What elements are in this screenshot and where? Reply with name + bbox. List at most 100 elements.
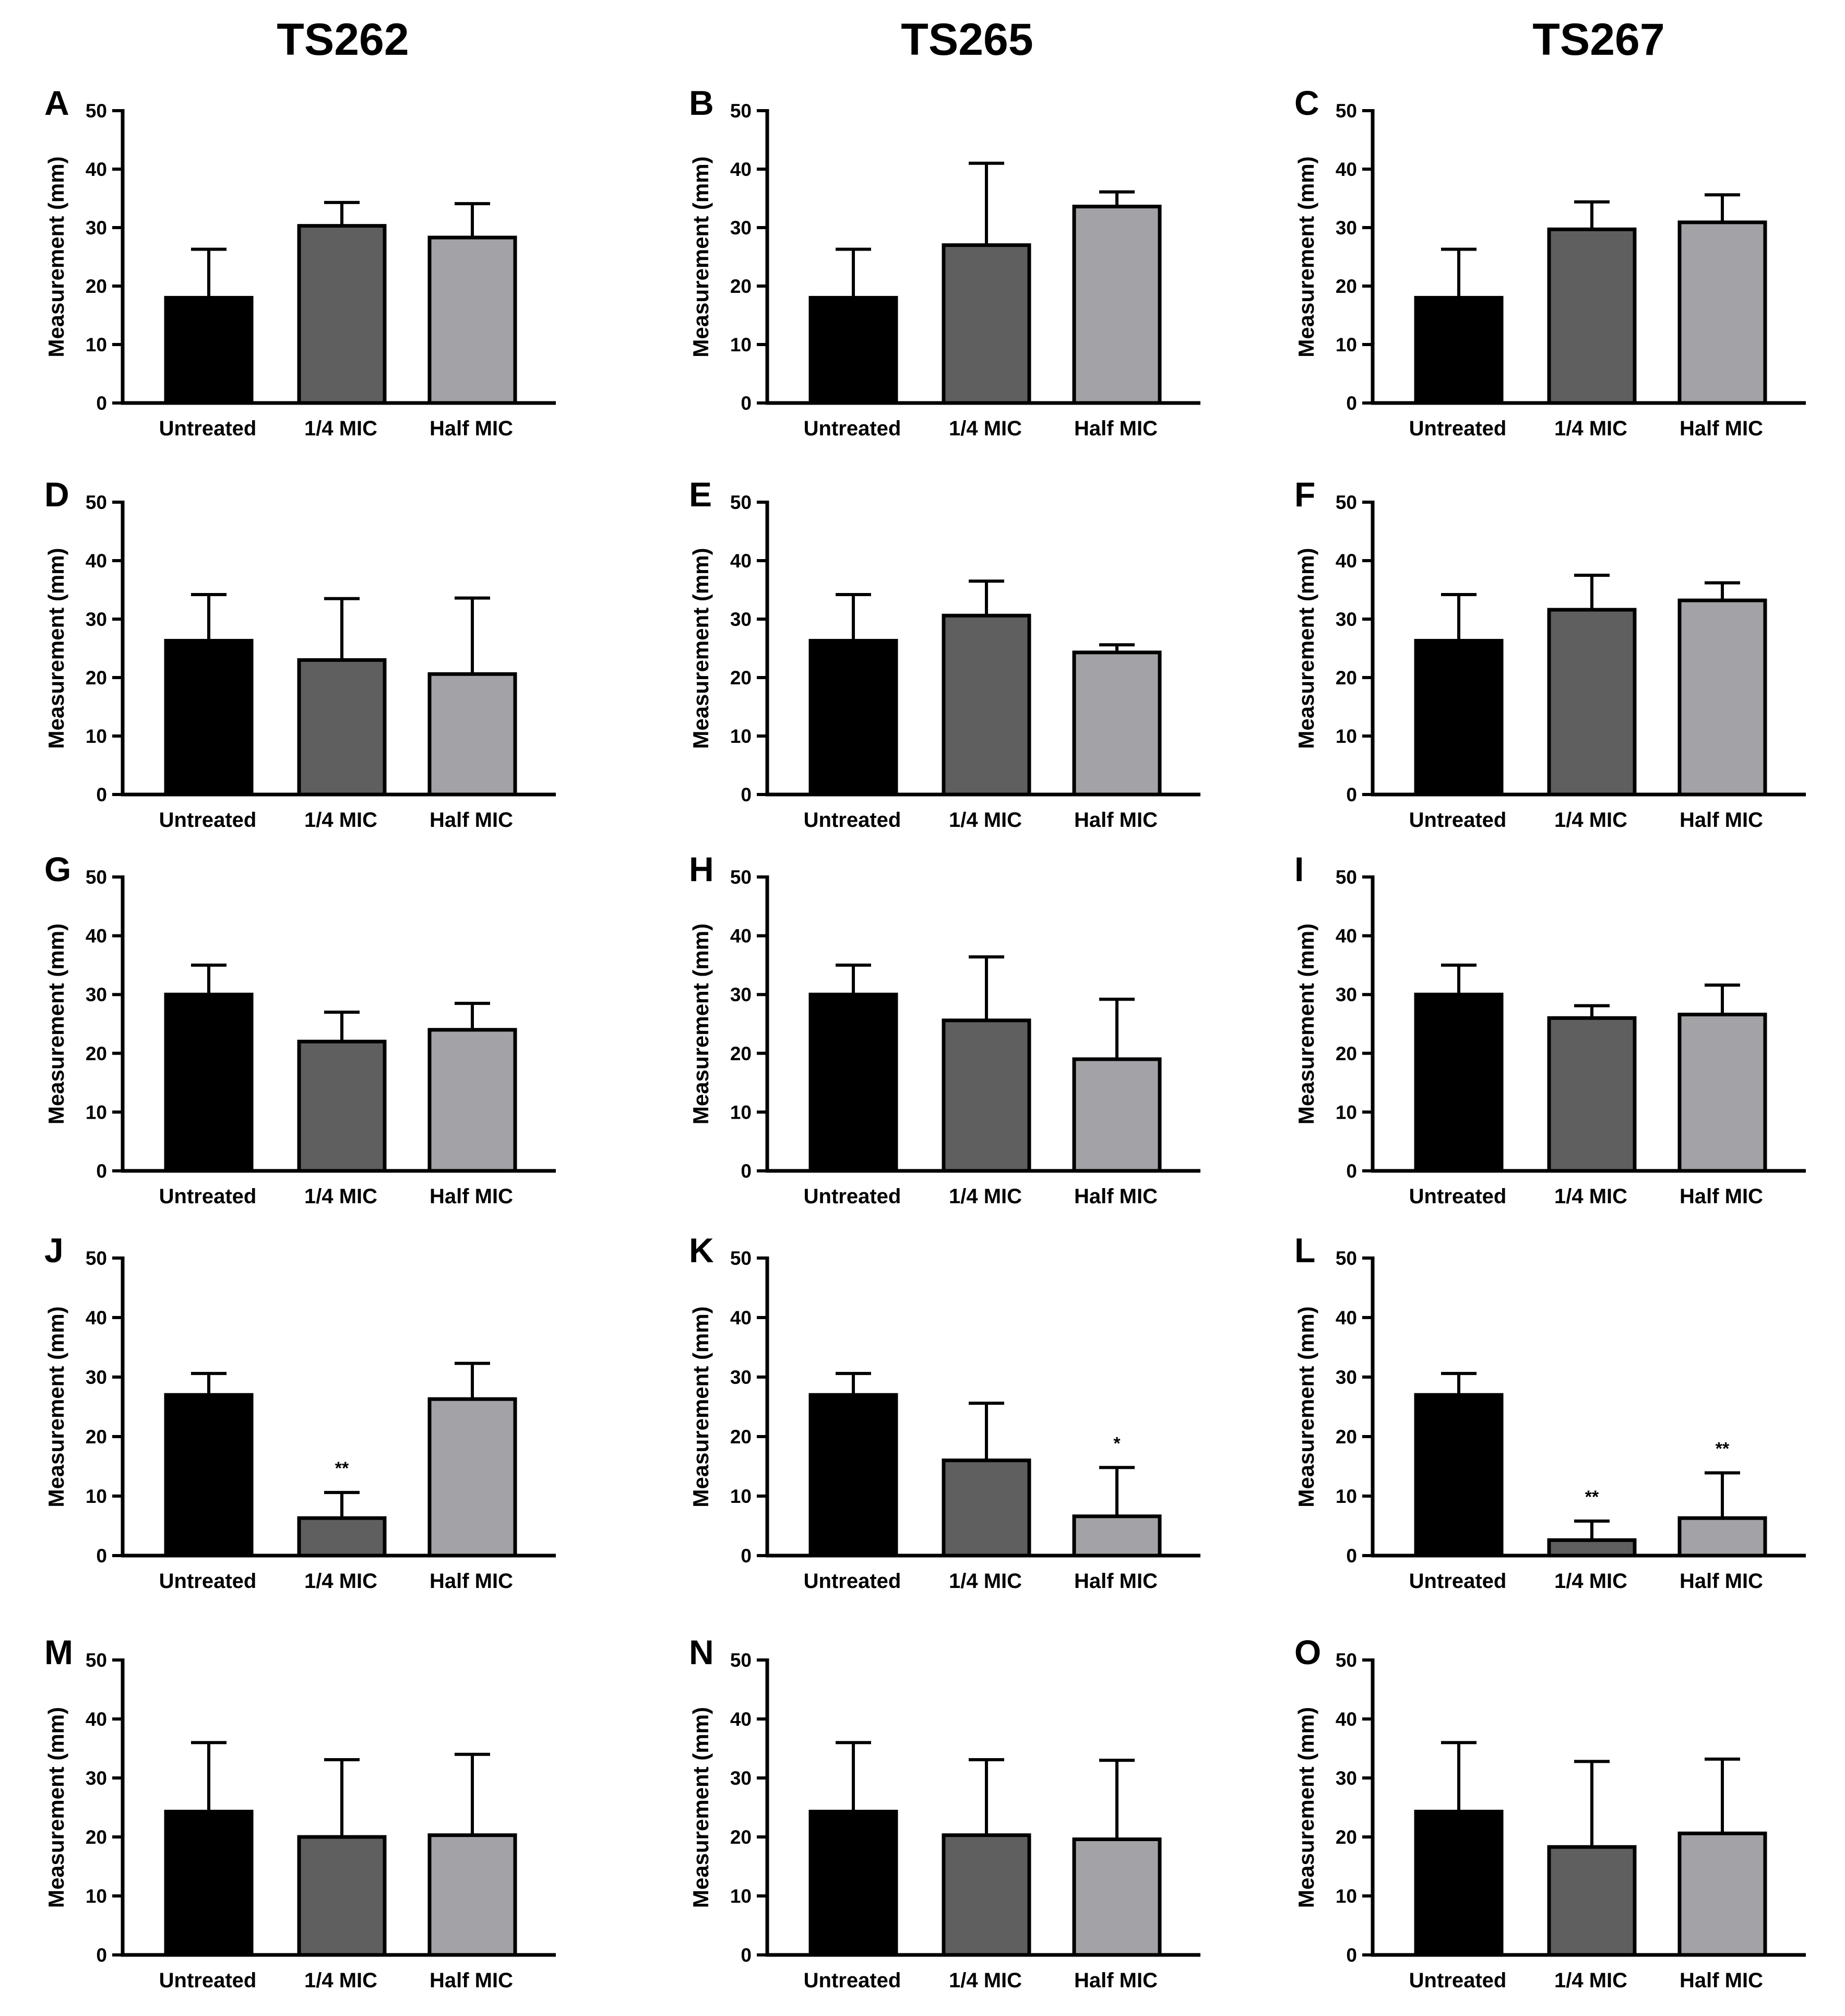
x-tick-label-o-half-mic: Half MIC: [1680, 1969, 1763, 1992]
y-tick-label-h-40: 40: [730, 926, 752, 947]
x-tick-label-i-1-4-mic: 1/4 MIC: [1554, 1185, 1627, 1208]
bar-j-untreated: [164, 1393, 254, 1558]
y-tick-label-g-10: 10: [86, 1101, 107, 1123]
x-tick-label-g-untreated: Untreated: [159, 1185, 257, 1208]
x-tick-label-c-half-mic: Half MIC: [1680, 417, 1763, 440]
y-tick-label-e-0: 0: [741, 784, 752, 805]
x-tick-label-n-1-4-mic: 1/4 MIC: [949, 1969, 1022, 1992]
y-tick-label-g-50: 50: [86, 867, 107, 888]
y-axis-title-b: Measurement (mm): [688, 156, 713, 357]
bar-o-1-4-mic: [1547, 1845, 1637, 1957]
y-tick-label-n-10: 10: [730, 1885, 752, 1907]
bar-e-1-4-mic: [942, 613, 1031, 797]
y-tick-label-j-50: 50: [86, 1248, 107, 1269]
y-tick-label-o-10: 10: [1336, 1885, 1357, 1907]
bar-d-half-mic: [427, 672, 517, 797]
bar-c-untreated: [1414, 295, 1504, 405]
bar-j-half-mic: [427, 1397, 517, 1558]
x-tick-label-k-1-4-mic: 1/4 MIC: [949, 1570, 1022, 1593]
y-tick-label-j-40: 40: [86, 1307, 107, 1329]
panel-letter-o: O: [1294, 1633, 1321, 1671]
bar-k-1-4-mic: [942, 1458, 1031, 1558]
y-tick-label-i-50: 50: [1336, 867, 1357, 888]
significance-l-1-4-mic: **: [1585, 1487, 1599, 1507]
y-tick-label-d-30: 30: [86, 609, 107, 630]
y-tick-label-i-0: 0: [1346, 1160, 1357, 1182]
y-tick-label-m-40: 40: [86, 1709, 107, 1730]
panel-letter-n: N: [689, 1633, 714, 1671]
y-tick-label-a-40: 40: [86, 159, 107, 180]
y-tick-label-o-0: 0: [1346, 1944, 1357, 1966]
bar-h-half-mic: [1072, 1057, 1162, 1173]
y-tick-label-h-10: 10: [730, 1101, 752, 1123]
y-axis-title-c: Measurement (mm): [1294, 156, 1318, 357]
y-axis-title-l: Measurement (mm): [1294, 1306, 1318, 1507]
x-tick-label-f-1-4-mic: 1/4 MIC: [1554, 809, 1627, 832]
bar-c-1-4-mic: [1547, 227, 1637, 405]
bar-h-1-4-mic: [942, 1018, 1031, 1173]
y-axis-title-i: Measurement (mm): [1294, 923, 1318, 1124]
bar-i-half-mic: [1677, 1012, 1767, 1173]
y-tick-label-g-0: 0: [96, 1160, 107, 1182]
y-tick-label-j-30: 30: [86, 1367, 107, 1388]
y-tick-label-g-30: 30: [86, 984, 107, 1005]
y-tick-label-k-30: 30: [730, 1367, 752, 1388]
y-tick-label-h-20: 20: [730, 1043, 752, 1064]
bar-l-half-mic: [1677, 1516, 1767, 1558]
bar-k-half-mic: [1072, 1514, 1162, 1558]
x-tick-label-e-untreated: Untreated: [804, 809, 901, 832]
y-tick-label-b-50: 50: [730, 100, 752, 122]
y-tick-label-b-30: 30: [730, 217, 752, 239]
y-axis-title-d: Measurement (mm): [44, 548, 68, 749]
bar-f-half-mic: [1677, 598, 1767, 797]
panel-letter-d: D: [44, 475, 69, 514]
y-tick-label-o-20: 20: [1336, 1827, 1357, 1848]
x-tick-label-m-untreated: Untreated: [159, 1969, 257, 1992]
x-tick-label-j-half-mic: Half MIC: [430, 1570, 513, 1593]
y-tick-label-k-50: 50: [730, 1248, 752, 1269]
bar-l-untreated: [1414, 1393, 1504, 1558]
y-tick-label-i-20: 20: [1336, 1043, 1357, 1064]
x-tick-label-i-half-mic: Half MIC: [1680, 1185, 1763, 1208]
y-tick-label-c-10: 10: [1336, 334, 1357, 355]
y-tick-label-j-10: 10: [86, 1486, 107, 1507]
x-tick-label-h-1-4-mic: 1/4 MIC: [949, 1185, 1022, 1208]
x-tick-label-l-half-mic: Half MIC: [1680, 1570, 1763, 1593]
y-tick-label-k-0: 0: [741, 1545, 752, 1567]
y-tick-label-c-50: 50: [1336, 100, 1357, 122]
panel-letter-h: H: [689, 850, 714, 888]
y-tick-label-e-20: 20: [730, 667, 752, 689]
y-tick-label-b-20: 20: [730, 276, 752, 297]
y-tick-label-b-40: 40: [730, 159, 752, 180]
y-tick-label-l-10: 10: [1336, 1486, 1357, 1507]
x-tick-label-b-untreated: Untreated: [804, 417, 901, 440]
y-tick-label-m-0: 0: [96, 1944, 107, 1966]
y-tick-label-n-50: 50: [730, 1650, 752, 1671]
x-tick-label-i-untreated: Untreated: [1409, 1185, 1507, 1208]
y-tick-label-h-30: 30: [730, 984, 752, 1005]
x-tick-label-g-half-mic: Half MIC: [430, 1185, 513, 1208]
y-tick-label-d-40: 40: [86, 550, 107, 572]
x-tick-label-k-untreated: Untreated: [804, 1570, 901, 1593]
panel-letter-j: J: [44, 1231, 64, 1270]
x-tick-label-d-1-4-mic: 1/4 MIC: [304, 809, 377, 832]
x-tick-label-j-1-4-mic: 1/4 MIC: [304, 1570, 377, 1593]
bar-a-untreated: [164, 295, 254, 405]
y-tick-label-c-40: 40: [1336, 159, 1357, 180]
y-tick-label-m-20: 20: [86, 1827, 107, 1848]
y-tick-label-o-40: 40: [1336, 1709, 1357, 1730]
x-tick-label-b-1-4-mic: 1/4 MIC: [949, 417, 1022, 440]
y-tick-label-n-0: 0: [741, 1944, 752, 1966]
column-header-ts267: TS267: [1532, 15, 1664, 65]
bar-n-half-mic: [1072, 1837, 1162, 1957]
panel-letter-g: G: [44, 850, 71, 888]
bar-d-1-4-mic: [297, 658, 387, 797]
y-axis-title-n: Measurement (mm): [688, 1707, 713, 1908]
y-tick-label-b-0: 0: [741, 393, 752, 414]
bar-j-1-4-mic: [297, 1516, 387, 1558]
y-tick-label-k-10: 10: [730, 1486, 752, 1507]
y-tick-label-e-30: 30: [730, 609, 752, 630]
y-tick-label-i-30: 30: [1336, 984, 1357, 1005]
x-tick-label-k-half-mic: Half MIC: [1074, 1570, 1158, 1593]
panel-letter-l: L: [1294, 1231, 1315, 1270]
